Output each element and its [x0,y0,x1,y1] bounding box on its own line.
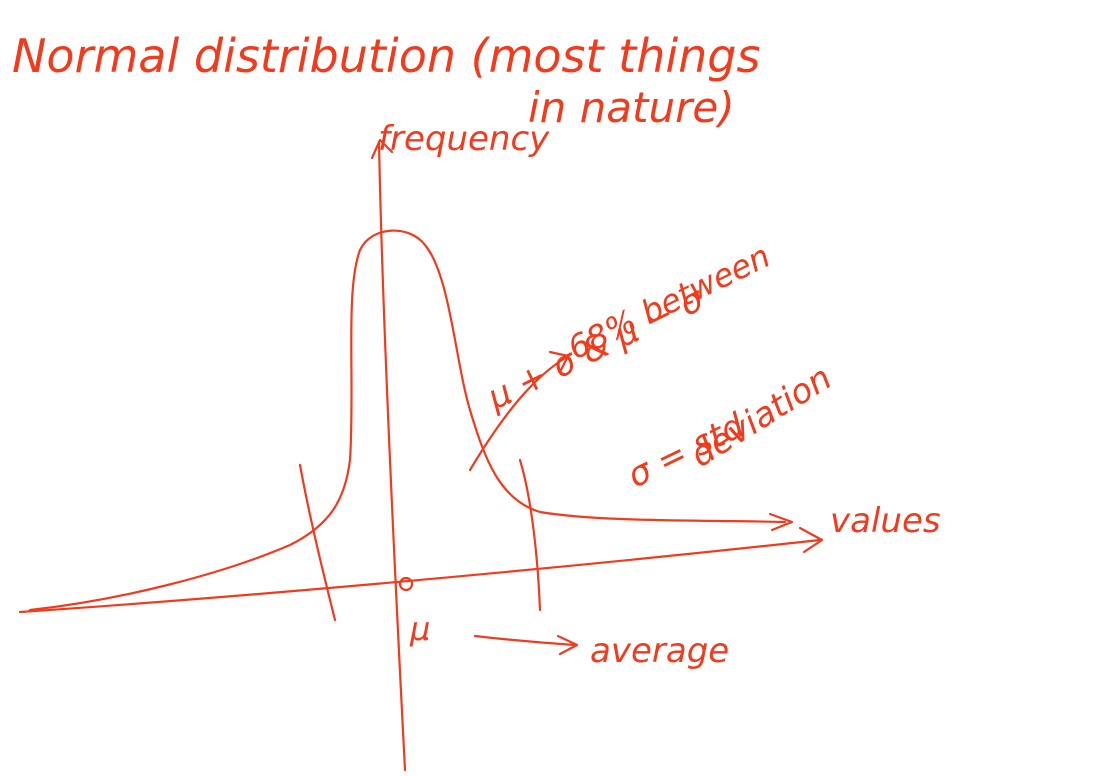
title-line: Normal distribution (most things [12,29,760,83]
x-axis-label: values [830,501,941,541]
title-line: in nature) [528,83,735,132]
mean-symbol: μ [409,610,430,648]
y-axis-label: frequency [378,119,550,159]
page: Normal distribution (most things in natu… [0,0,1102,776]
diagram: Normal distribution (most things in natu… [0,0,1102,776]
mean-label: average [590,631,729,671]
